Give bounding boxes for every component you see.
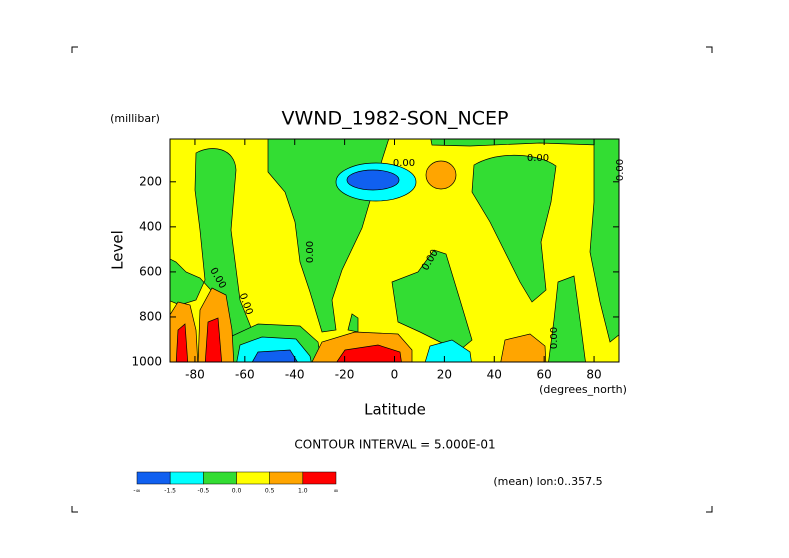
- contour-region: [471, 155, 557, 303]
- contour-region: [346, 169, 400, 191]
- contour-label: 0.00: [549, 327, 560, 349]
- x-tick-label: 40: [487, 368, 502, 382]
- colorbar-label: -∞: [133, 488, 140, 495]
- contour-label: 0.00: [393, 158, 415, 169]
- contour-region: [589, 139, 619, 343]
- y-tick-label: 1000: [131, 355, 162, 369]
- y-tick-label: 200: [139, 174, 162, 188]
- contour-region: [347, 313, 359, 333]
- contour-region: [425, 160, 457, 190]
- contour-region: [391, 249, 473, 351]
- x-tick-label: -40: [285, 368, 305, 382]
- colorbar-swatch: [203, 471, 237, 485]
- colorbar-label: 0.0: [232, 488, 242, 495]
- x-axis-label: Latitude: [364, 401, 426, 419]
- x-tick-label: 80: [586, 368, 601, 382]
- colorbar-swatch: [269, 471, 304, 485]
- x-tick-label: -80: [185, 368, 205, 382]
- contour-field: [170, 139, 619, 362]
- contour-region: [204, 317, 223, 362]
- colorbar-swatch: [236, 471, 270, 485]
- contour-region: [500, 333, 547, 362]
- contour-label: 0.00: [615, 159, 626, 181]
- contour-label: 0.00: [527, 153, 549, 164]
- x-tick-label: 20: [437, 368, 452, 382]
- colorbar-label: -1.5: [164, 488, 176, 495]
- contour-region: [548, 275, 586, 362]
- y-tick-label: 600: [139, 264, 162, 278]
- x-tick-label: -20: [335, 368, 355, 382]
- y-tick-label: 800: [139, 309, 162, 323]
- chart-title: VWND_1982-SON_NCEP: [281, 108, 508, 130]
- annotation: (mean) lon:0..357.5: [493, 475, 602, 488]
- contour-region: [424, 339, 472, 362]
- contour-label: 0.00: [305, 241, 316, 263]
- colorbar-swatch: [302, 471, 337, 485]
- colorbar-swatch: [169, 471, 204, 485]
- x-tick-label: 60: [537, 368, 552, 382]
- contour-region: [336, 344, 402, 362]
- x-tick-label: 0: [391, 368, 399, 382]
- x-tick-label: -60: [235, 368, 255, 382]
- annotation: CONTOUR INTERVAL = 5.000E-01: [294, 438, 495, 452]
- colorbar-label: 0.5: [265, 488, 275, 495]
- x-units: (degrees_north): [539, 383, 627, 396]
- y-axis-label: Level: [109, 230, 127, 270]
- contour-region: [251, 349, 298, 362]
- corner-marks: [71, 46, 713, 513]
- y-tick-label: 400: [139, 219, 162, 233]
- y-units: (millibar): [110, 112, 160, 125]
- colorbar-label: 1.0: [298, 488, 308, 495]
- contour-region: [430, 139, 600, 147]
- colorbar-swatch: [136, 471, 171, 485]
- colorbar-label: ∞: [334, 488, 339, 495]
- contour-region: [175, 323, 189, 362]
- colorbar-label: -0.5: [197, 488, 209, 495]
